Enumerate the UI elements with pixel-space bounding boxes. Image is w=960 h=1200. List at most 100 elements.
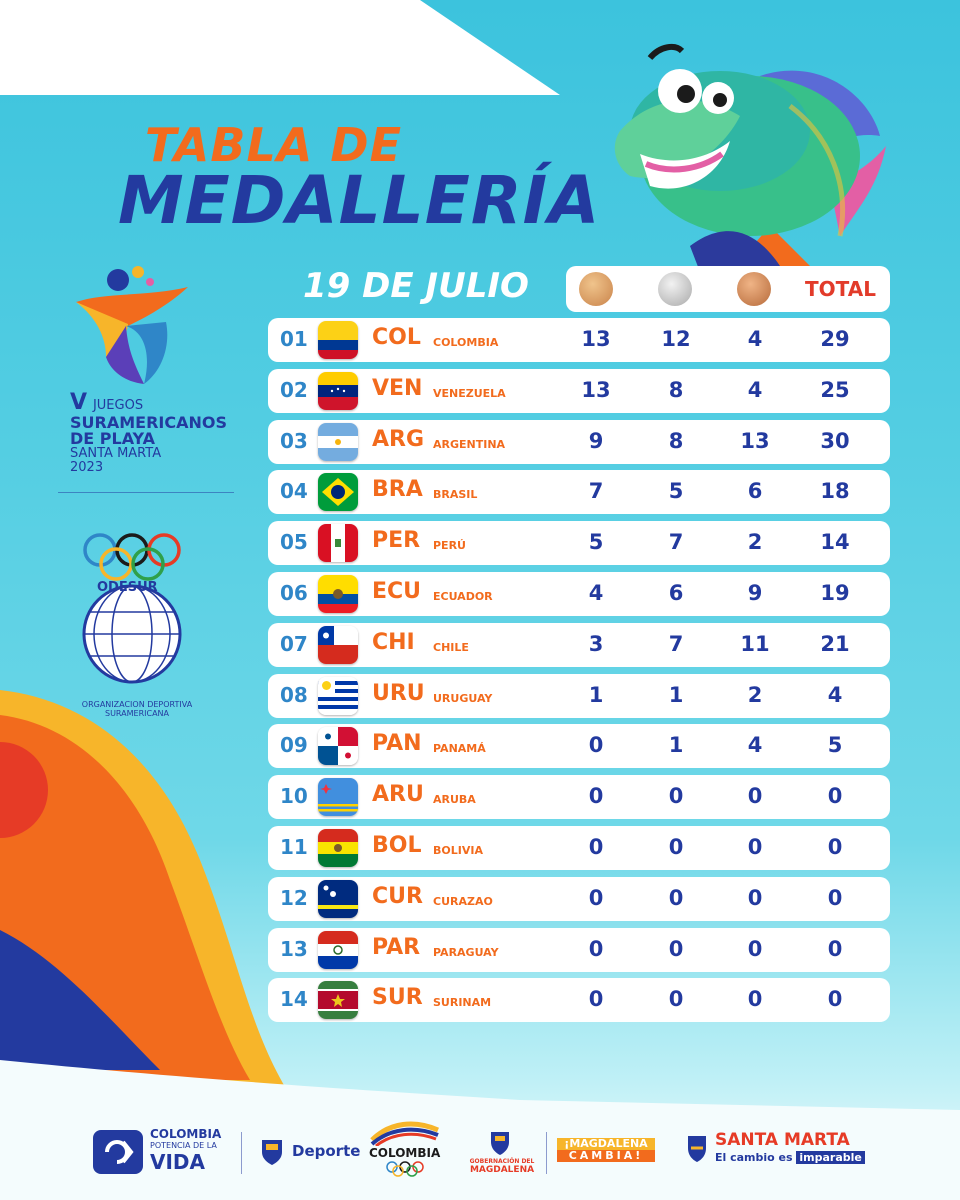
- deporte-label: Deporte: [292, 1142, 361, 1160]
- gold-count: 0: [588, 784, 604, 809]
- santa-marta-text: SANTA MARTA El cambio es imparable: [715, 1130, 865, 1166]
- rank: 12: [280, 885, 308, 910]
- gold-count: 5: [588, 530, 604, 555]
- country-code: BOL: [372, 833, 422, 858]
- total-count: 0: [827, 987, 843, 1012]
- gold-count: 3: [588, 631, 604, 656]
- olympic-rings-icon: [386, 1161, 424, 1177]
- gobernacion-text: GOBERNACIÓN DEL MAGDALENA: [466, 1158, 538, 1175]
- table-row: 14 SUR SURINAM 0 0 0 0: [268, 978, 890, 1023]
- silver-count: 8: [668, 377, 684, 402]
- event-line-2: SURAMERICANOS: [70, 413, 227, 432]
- bronze-count: 6: [747, 479, 763, 504]
- country-code: ARG: [372, 426, 425, 452]
- country-code: SUR: [372, 985, 423, 1011]
- country-code: ARU: [372, 782, 424, 808]
- total-header: TOTAL: [805, 277, 876, 301]
- divider: [58, 492, 234, 493]
- gold-count: 0: [588, 885, 604, 910]
- colombia-vida-text: COLOMBIA POTENCIA DE LA VIDA: [150, 1127, 222, 1174]
- rank: 09: [280, 733, 308, 758]
- total-count: 0: [827, 835, 843, 859]
- rank: 05: [280, 530, 308, 555]
- country-name: ARGENTINA: [433, 437, 506, 451]
- magdalena-line-1: ¡MAGDALENA: [557, 1138, 655, 1150]
- bronze-count: 0: [747, 987, 763, 1012]
- total-count: 0: [827, 936, 843, 961]
- country-name: COLOMBIA: [433, 336, 499, 349]
- silver-count: 7: [668, 631, 684, 656]
- silver-count: 1: [668, 733, 684, 758]
- table-row: 05 PER PERÚ 5 7 2 14: [268, 521, 890, 566]
- gold-count: 0: [588, 733, 604, 758]
- rank: 01: [280, 327, 308, 351]
- flag-icon-ecu: [318, 575, 358, 613]
- silver-count: 0: [668, 936, 684, 961]
- table-row: 09 PAN PANAMÁ 0 1 4 5: [268, 724, 890, 769]
- flag-icon-col: [318, 321, 358, 359]
- country-name: CHILE: [433, 640, 469, 654]
- country-name: BOLIVIA: [433, 844, 483, 857]
- coat-of-arms-icon: [262, 1140, 282, 1165]
- colombia-vida-line-1: COLOMBIA: [150, 1127, 222, 1141]
- table-row: 04 BRA BRASIL 7 5 6 18: [268, 470, 890, 515]
- title-line-2: MEDALLERÍA: [118, 162, 601, 239]
- flag-icon-bol: [318, 829, 358, 867]
- country-code: VEN: [372, 375, 423, 401]
- country-code: PER: [372, 528, 421, 554]
- bronze-medal-icon: [737, 272, 771, 306]
- bronze-count: 0: [747, 835, 763, 859]
- bronze-count: 0: [747, 784, 763, 809]
- event-line-1: JUEGOS: [92, 398, 144, 413]
- silver-count: 1: [668, 682, 684, 707]
- silver-count: 0: [668, 784, 684, 809]
- country-code: ECU: [372, 579, 422, 604]
- gold-count: 1: [588, 682, 604, 707]
- bronze-count: 9: [747, 581, 763, 605]
- gobernacion-line-1: GOBERNACIÓN DEL: [469, 1158, 535, 1165]
- table-row: 08 URU URUGUAY 1 1 2 4: [268, 673, 890, 718]
- rank: 14: [280, 987, 308, 1012]
- colombia-vida-line-3: VIDA: [150, 1150, 205, 1174]
- flag-icon-per: [318, 524, 358, 563]
- bronze-count: 11: [740, 631, 770, 656]
- total-count: 29: [820, 327, 850, 351]
- gold-count: 9: [588, 428, 604, 453]
- country-name: URUGUAY: [433, 691, 493, 705]
- santa-marta-tagline: El cambio es imparable: [715, 1150, 865, 1166]
- country-code: PAR: [372, 934, 421, 960]
- table-row: 02 VEN VENEZUELA 13 8 4 25: [268, 368, 890, 413]
- rank: 02: [280, 377, 308, 402]
- gold-count: 7: [588, 479, 604, 504]
- table-row: 06 ECU ECUADOR 4 6 9 19: [268, 572, 890, 616]
- rank: 06: [280, 581, 308, 605]
- table-row: 03 ARG ARGENTINA 9 8 13 30: [268, 419, 890, 464]
- magdalena-line-2: CAMBIA!: [557, 1150, 655, 1162]
- event-name-block: V JUEGOS SURAMERICANOS DE PLAYA SANTA MA…: [70, 392, 270, 475]
- silver-medal-icon: [658, 272, 692, 306]
- colombia-vida-line-2: POTENCIA DE LA: [150, 1141, 217, 1150]
- country-code: PAN: [372, 731, 422, 757]
- flag-icon-uru: [318, 676, 358, 715]
- bronze-count: 4: [747, 377, 763, 402]
- table-row: 11 BOL BOLIVIA 0 0 0 0: [268, 826, 890, 870]
- date-label: 19 DE JULIO: [303, 266, 529, 306]
- silver-count: 5: [668, 479, 684, 504]
- odesur-full-name: ORGANIZACION DEPORTIVA SURAMERICANA: [81, 700, 193, 718]
- silver-count: 7: [668, 530, 684, 555]
- gold-count: 0: [588, 987, 604, 1012]
- colombia-olimpico-logo-icon: [370, 1121, 439, 1146]
- flag-icon-chi: [318, 625, 358, 664]
- total-count: 21: [820, 631, 850, 656]
- odesur-acronym: ODESUR: [97, 580, 158, 595]
- country-name: BRASIL: [433, 488, 478, 502]
- country-name: CURAZAO: [433, 894, 493, 908]
- country-name: ARUBA: [433, 793, 476, 807]
- country-code: CUR: [372, 883, 423, 909]
- event-numeral: V: [70, 390, 88, 415]
- gold-count: 0: [588, 936, 604, 961]
- country-code: URU: [372, 680, 425, 706]
- total-count: 19: [820, 581, 850, 605]
- magdalena-cambia-logo: ¡MAGDALENA CAMBIA!: [557, 1138, 655, 1162]
- flag-icon-arg: [318, 422, 358, 461]
